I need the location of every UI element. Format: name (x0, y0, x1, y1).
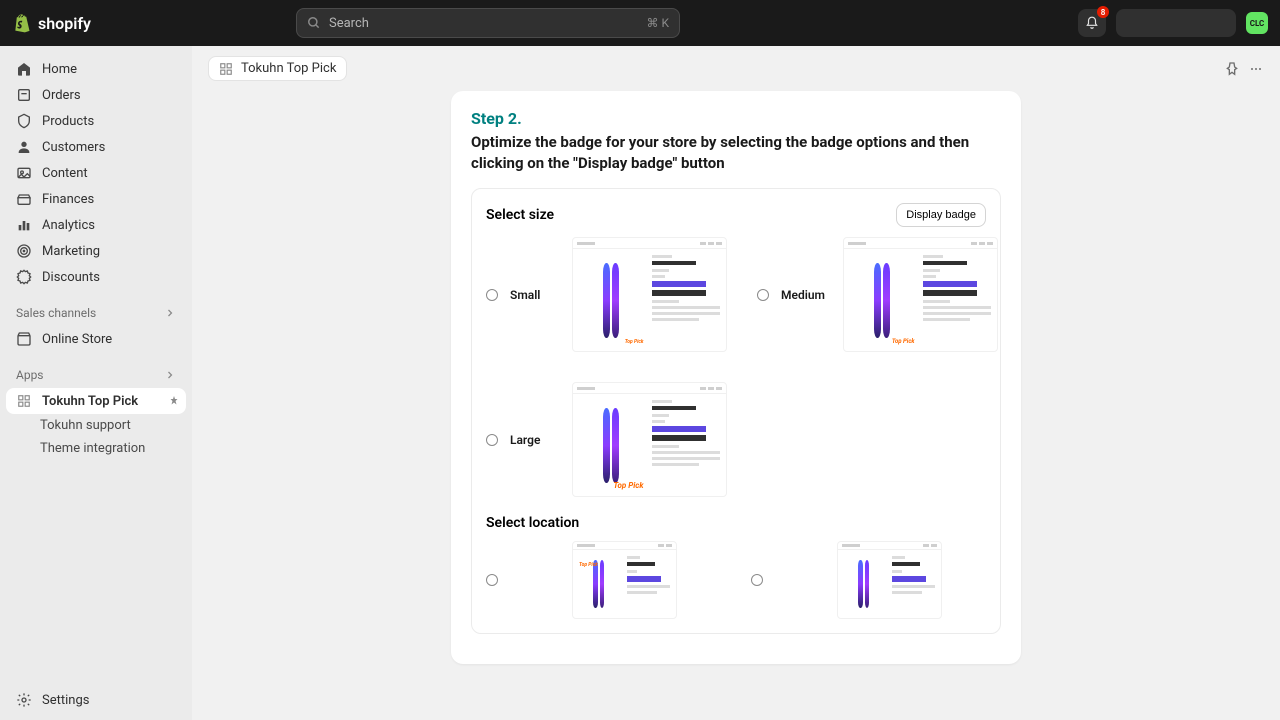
sidebar-item-label: Content (42, 166, 88, 181)
preview-location-2 (837, 541, 942, 619)
section-label: Apps (16, 368, 44, 382)
notifications-button[interactable]: 8 (1078, 9, 1106, 37)
sidebar-item-label: Customers (42, 140, 105, 155)
home-icon (16, 61, 32, 77)
sidebar-section-sales-channels[interactable]: Sales channels (0, 300, 192, 326)
products-icon (16, 113, 32, 129)
more-button[interactable] (1248, 61, 1264, 77)
sidebar-item-home[interactable]: Home (0, 56, 192, 82)
preview-location-1: Top Pick (572, 541, 677, 619)
sidebar-item-label: Marketing (42, 244, 100, 259)
option-label: Medium (781, 288, 831, 302)
size-option-large[interactable]: Large Top Pick (486, 382, 727, 497)
badge-text: Top Pick (892, 338, 915, 345)
sidebar-item-online-store[interactable]: Online Store (0, 326, 192, 352)
sidebar-section-apps[interactable]: Apps (0, 362, 192, 388)
radio-icon (757, 289, 769, 301)
sidebar-item-orders[interactable]: Orders (0, 82, 192, 108)
sidebar-item-label: Tokuhn Top Pick (42, 394, 138, 409)
sidebar-item-label: Settings (42, 693, 89, 708)
analytics-icon (16, 217, 32, 233)
search-icon (307, 16, 321, 30)
size-option-small[interactable]: Small Top Pick (486, 237, 727, 352)
store-switcher[interactable] (1116, 9, 1236, 37)
section-title: Select size (486, 207, 554, 223)
search-input[interactable]: Search ⌘ K (296, 8, 680, 38)
sidebar-item-content[interactable]: Content (0, 160, 192, 186)
pin-icon[interactable] (168, 395, 180, 407)
search-shortcut: ⌘ K (646, 16, 669, 30)
sidebar-item-label: Home (42, 62, 77, 77)
sidebar-item-tokuhn-support[interactable]: Tokuhn support (0, 414, 192, 437)
section-select-size: Select size Display badge Small Top Pick (471, 188, 1001, 634)
radio-icon (486, 289, 498, 301)
search-placeholder: Search (329, 16, 369, 31)
sidebar: Home Orders Products Customers Content F… (0, 46, 192, 720)
option-label: Small (510, 288, 560, 302)
orders-icon (16, 87, 32, 103)
preview-medium: Top Pick (843, 237, 998, 352)
sidebar-item-customers[interactable]: Customers (0, 134, 192, 160)
store-icon (16, 331, 32, 347)
section-title: Select location (486, 515, 986, 531)
preview-small: Top Pick (572, 237, 727, 352)
topbar: shopify Search ⌘ K 8 CLC (0, 0, 1280, 46)
bell-icon (1085, 16, 1099, 30)
sidebar-item-label: Analytics (42, 218, 95, 233)
gear-icon (16, 692, 32, 708)
sidebar-item-theme-integration[interactable]: Theme integration (0, 437, 192, 460)
sidebar-item-finances[interactable]: Finances (0, 186, 192, 212)
radio-icon (751, 574, 763, 586)
step-label: Step 2. (471, 109, 1001, 128)
sidebar-item-tokuhn-top-pick[interactable]: Tokuhn Top Pick (6, 388, 186, 414)
shopify-icon (12, 13, 32, 33)
sidebar-item-label: Orders (42, 88, 81, 103)
sidebar-item-discounts[interactable]: Discounts (0, 264, 192, 290)
sidebar-item-marketing[interactable]: Marketing (0, 238, 192, 264)
location-option-1[interactable]: Top Pick (486, 541, 721, 619)
chevron-right-icon (164, 369, 176, 381)
user-avatar[interactable]: CLC (1246, 12, 1268, 34)
brand-logo[interactable]: shopify (12, 13, 91, 33)
sidebar-item-label: Online Store (42, 332, 112, 347)
badge-text: Top Pick (625, 339, 644, 345)
radio-icon (486, 574, 498, 586)
marketing-icon (16, 243, 32, 259)
brand-name: shopify (38, 14, 91, 33)
sidebar-item-label: Discounts (42, 270, 100, 285)
breadcrumb-label: Tokuhn Top Pick (241, 61, 336, 76)
discounts-icon (16, 269, 32, 285)
topbar-right: 8 CLC (1078, 9, 1268, 37)
app-icon (219, 62, 233, 76)
badge-text: Top Pick (579, 562, 598, 568)
sidebar-item-label: Finances (42, 192, 94, 207)
breadcrumb[interactable]: Tokuhn Top Pick (208, 56, 347, 81)
sidebar-item-analytics[interactable]: Analytics (0, 212, 192, 238)
option-label: Large (510, 433, 560, 447)
location-option-2[interactable] (751, 541, 986, 619)
page-headline: Optimize the badge for your store by sel… (471, 132, 1001, 174)
sidebar-item-label: Products (42, 114, 94, 129)
pin-button[interactable] (1224, 61, 1240, 77)
display-badge-button[interactable]: Display badge (896, 203, 986, 227)
badge-text: Top Pick (613, 481, 643, 490)
radio-icon (486, 434, 498, 446)
size-option-medium[interactable]: Medium Top Pick (757, 237, 998, 352)
sidebar-item-settings[interactable]: Settings (0, 680, 192, 720)
notifications-count: 8 (1097, 6, 1109, 18)
sidebar-item-products[interactable]: Products (0, 108, 192, 134)
preview-large: Top Pick (572, 382, 727, 497)
customers-icon (16, 139, 32, 155)
finances-icon (16, 191, 32, 207)
config-card: Step 2. Optimize the badge for your stor… (451, 91, 1021, 664)
app-icon (16, 393, 32, 409)
content-icon (16, 165, 32, 181)
main-content: Tokuhn Top Pick Step 2. Optimize the bad… (192, 46, 1280, 720)
chevron-right-icon (164, 307, 176, 319)
section-label: Sales channels (16, 306, 96, 320)
breadcrumb-bar: Tokuhn Top Pick (192, 46, 1280, 91)
